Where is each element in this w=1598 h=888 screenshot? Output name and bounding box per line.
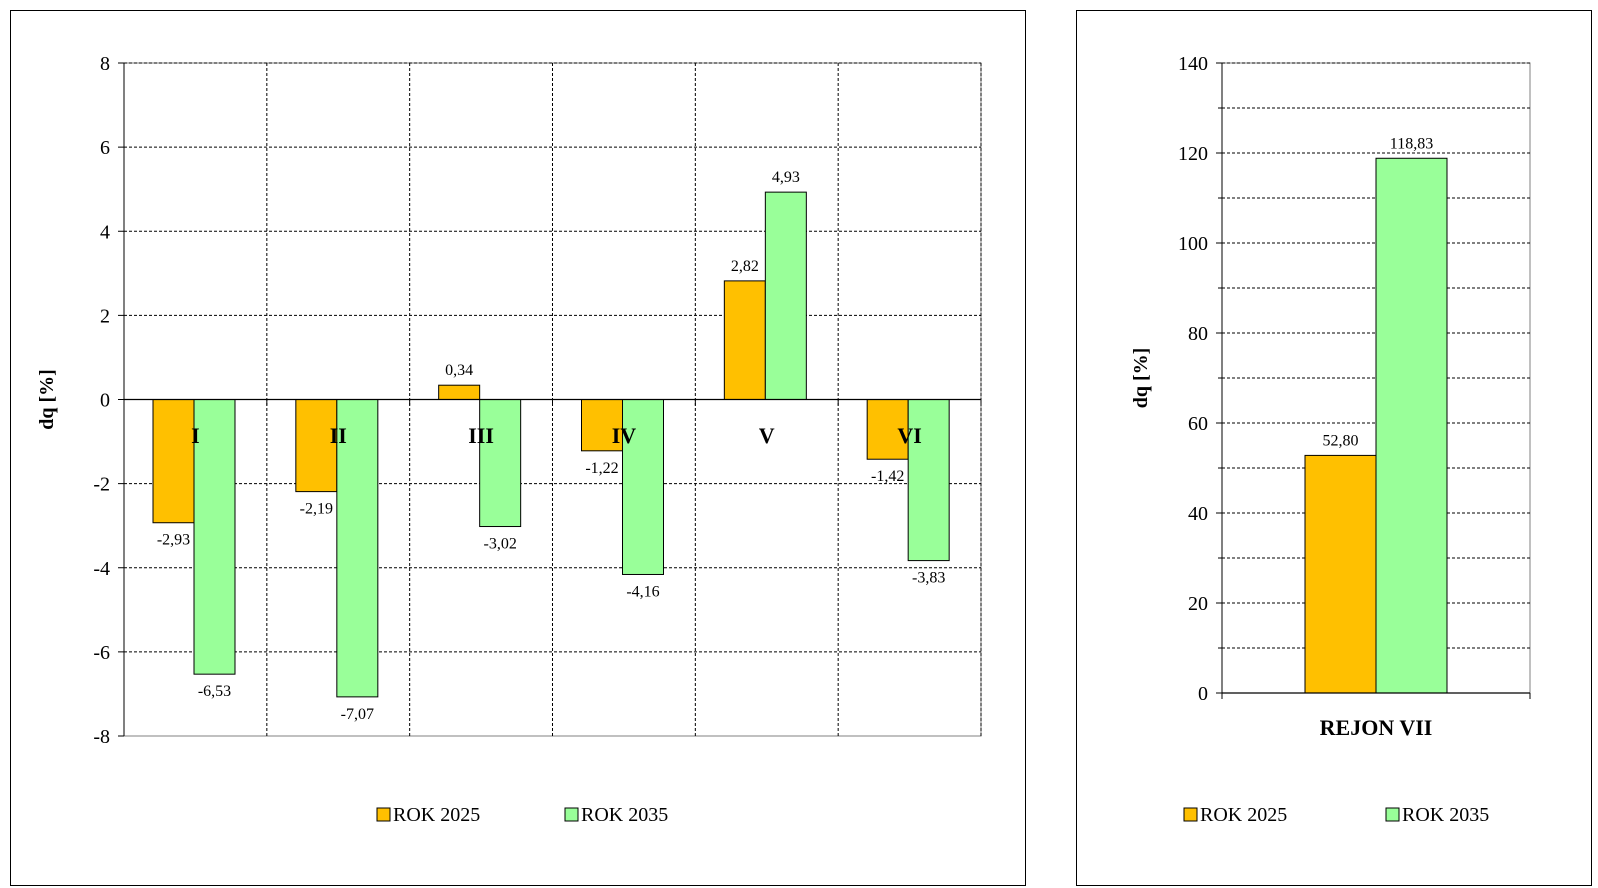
chart-left-panel: -2,93 -2,19 0,34 -1,22 2,82 -1,42 -6,53 -7,07 -3… xyxy=(10,10,1026,886)
chart-right-svg: 52,80 118,83 140 120 100 80 60 40 20 0 REJON VII dq… xyxy=(1130,53,1531,826)
bar xyxy=(438,384,481,401)
chart-left-svg: -2,93 -2,19 0,34 -1,22 2,82 -1,42 -6,53 -7,07 -3… xyxy=(36,53,982,826)
legend-label: ROK 2035 xyxy=(581,804,668,826)
bar xyxy=(336,399,379,698)
data-label: -3,02 xyxy=(484,536,517,553)
data-label: -1,42 xyxy=(871,468,904,485)
category-label: III xyxy=(468,423,494,448)
data-label: -2,19 xyxy=(300,501,333,518)
legend-swatch xyxy=(1385,807,1400,822)
y-tick-label: 100 xyxy=(1178,233,1208,255)
y-tick-label: 4 xyxy=(100,221,110,243)
data-label: -2,93 xyxy=(157,532,190,549)
data-label: -3,83 xyxy=(912,570,945,587)
data-label: 0,34 xyxy=(445,362,473,379)
data-label: -1,22 xyxy=(585,460,618,477)
y-tick-label: 140 xyxy=(1178,53,1208,75)
bar xyxy=(152,399,195,524)
data-label: 2,82 xyxy=(731,258,759,275)
data-label: -7,07 xyxy=(341,706,374,723)
category-label: I xyxy=(191,423,200,448)
y-axis-title: dq [%] xyxy=(1130,348,1152,409)
y-tick-label: 60 xyxy=(1188,413,1208,435)
y-tick-label: -8 xyxy=(93,726,110,748)
y-tick-label: 80 xyxy=(1188,323,1208,345)
y-tick-label: 8 xyxy=(100,53,110,75)
bar xyxy=(622,399,664,575)
category-label: VI xyxy=(897,423,921,448)
bar xyxy=(723,280,766,401)
bar xyxy=(193,399,236,675)
y-tick-label: 2 xyxy=(100,305,110,327)
y-tick-label: 0 xyxy=(1198,683,1208,705)
data-label: 4,93 xyxy=(772,169,800,186)
category-label: IV xyxy=(612,423,637,448)
bar xyxy=(479,399,522,528)
y-tick-label: 0 xyxy=(100,390,110,412)
legend-swatch xyxy=(376,807,391,822)
legend-label: ROK 2025 xyxy=(1200,804,1287,826)
y-tick-label: 20 xyxy=(1188,593,1208,615)
y-tick-label: 6 xyxy=(100,137,110,159)
y-tick-label: 120 xyxy=(1178,143,1208,165)
category-label: II xyxy=(330,423,347,448)
legend-swatch xyxy=(564,807,579,822)
y-tick-label: -2 xyxy=(93,474,110,496)
y-tick-label: -6 xyxy=(93,642,110,664)
y-tick-label: 40 xyxy=(1188,503,1208,525)
legend-label: ROK 2025 xyxy=(393,804,480,826)
data-label: -4,16 xyxy=(626,583,659,600)
data-label: -6,53 xyxy=(198,683,231,700)
bar xyxy=(764,191,807,400)
legend-swatch xyxy=(1183,807,1198,822)
category-label: REJON VII xyxy=(1320,715,1433,740)
bar xyxy=(907,399,950,562)
bar xyxy=(1304,454,1377,694)
data-label: 118,83 xyxy=(1390,135,1433,152)
legend-label: ROK 2035 xyxy=(1402,804,1489,826)
y-axis-title: dq [%] xyxy=(36,369,58,430)
bar xyxy=(581,399,623,452)
category-label: V xyxy=(759,423,775,448)
data-label: 52,80 xyxy=(1323,432,1359,449)
bar xyxy=(1375,157,1448,694)
chart-right-panel: 52,80 118,83 140 120 100 80 60 40 20 0 REJON VII dq… xyxy=(1076,10,1592,886)
y-tick-label: -4 xyxy=(93,558,110,580)
